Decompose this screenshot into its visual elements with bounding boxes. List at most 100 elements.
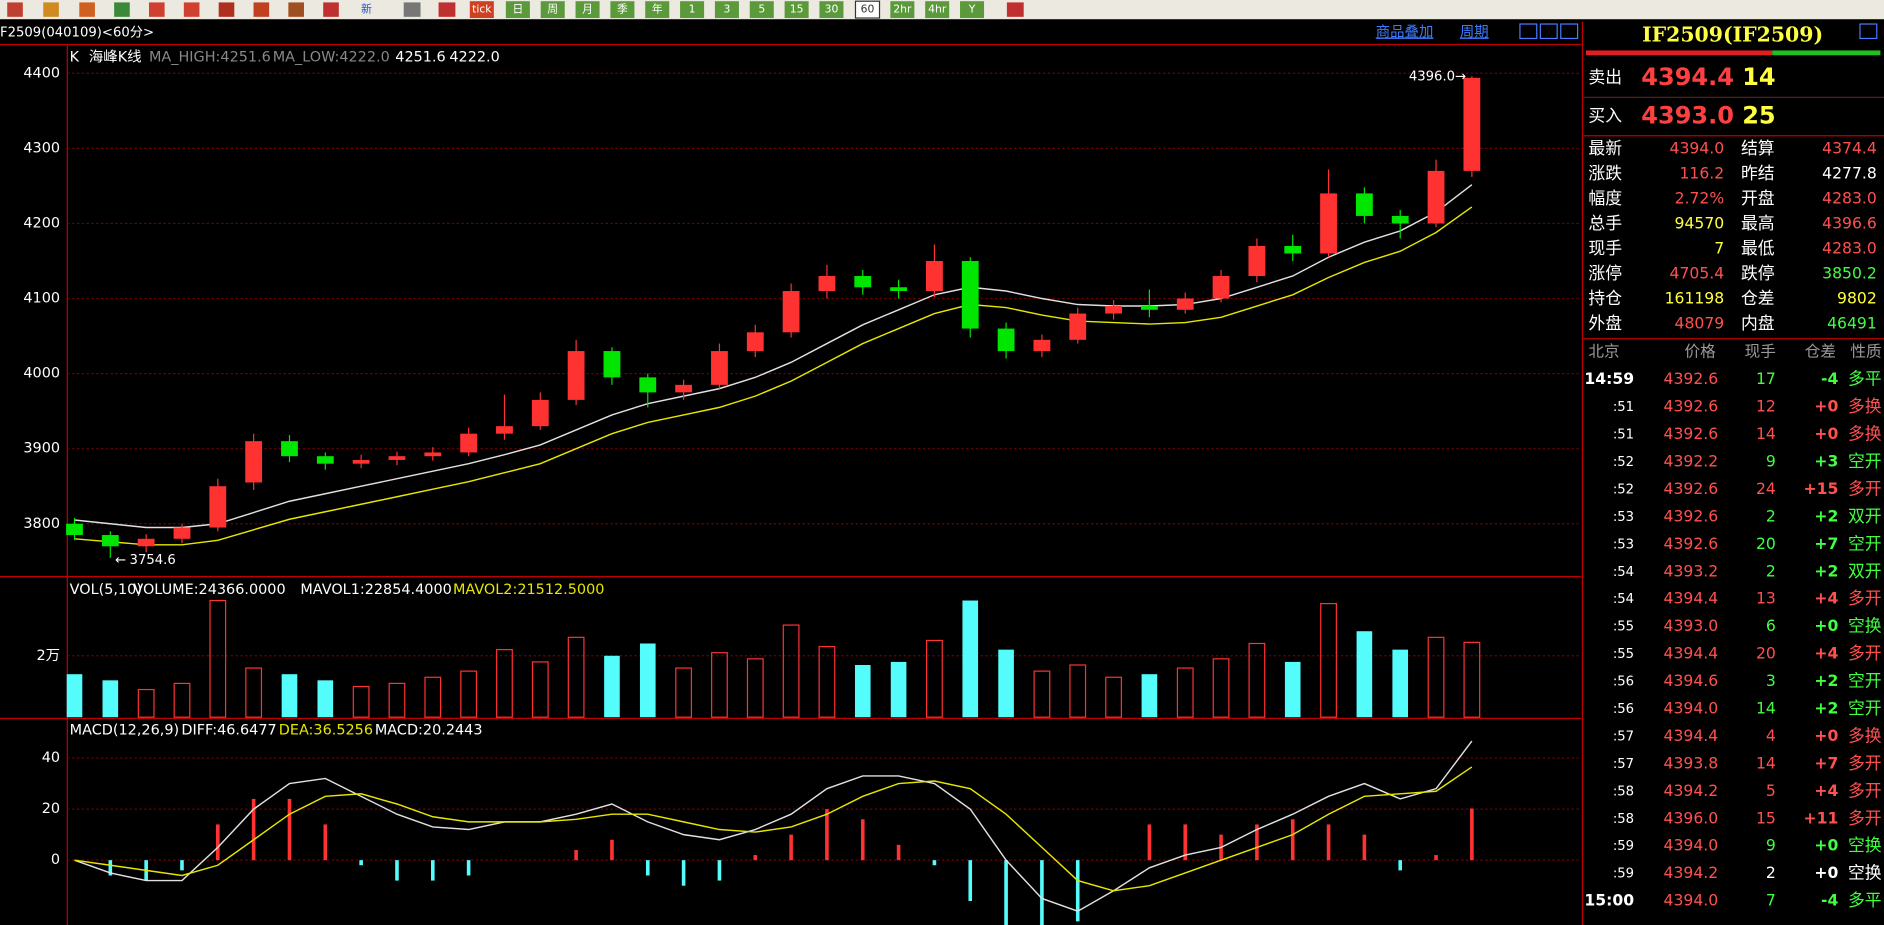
trade-price: 4394.4 xyxy=(1664,590,1719,608)
toolbar-button[interactable] xyxy=(784,1,809,19)
trade-price: 4392.6 xyxy=(1664,480,1719,498)
trade-price: 4394.2 xyxy=(1664,782,1719,800)
stat-value: 4283.0 xyxy=(1822,189,1877,207)
toolbar-button-label[interactable]: 15 xyxy=(790,3,804,16)
toolbar-button[interactable] xyxy=(540,1,565,19)
trade-time: :55 xyxy=(1613,647,1634,662)
stat-value: 4277.8 xyxy=(1822,164,1877,182)
stat-label: 开盘 xyxy=(1741,188,1775,208)
trade-oi: +0 xyxy=(1814,727,1838,745)
trade-time: 15:00 xyxy=(1584,892,1634,910)
overlay-link[interactable]: 商品叠加 xyxy=(1376,23,1434,40)
toolbar-button-label[interactable]: 60 xyxy=(861,3,875,16)
candle-body xyxy=(1284,245,1302,254)
volume-bar xyxy=(711,652,728,718)
toolbar-button[interactable] xyxy=(610,1,635,19)
stat-value: 3850.2 xyxy=(1822,264,1877,282)
candle-body xyxy=(1033,339,1051,352)
trade-time: :56 xyxy=(1613,702,1634,717)
toolbar-button[interactable] xyxy=(469,1,494,19)
trade-type: 空换 xyxy=(1848,616,1882,636)
toolbar-button-label[interactable]: Y xyxy=(968,3,976,16)
volume-bar xyxy=(496,649,513,718)
trade-time: :59 xyxy=(1613,839,1634,854)
toolbar-button[interactable] xyxy=(960,1,985,19)
trade-time: :58 xyxy=(1613,812,1634,827)
toolbar-button[interactable] xyxy=(819,1,844,19)
toolbar-button[interactable] xyxy=(645,1,670,19)
stat-label: 最高 xyxy=(1741,213,1775,233)
trade-oi: +4 xyxy=(1814,590,1838,608)
volume-bar xyxy=(1212,658,1230,718)
trade-price: 4393.0 xyxy=(1664,617,1719,635)
toolbar-button[interactable] xyxy=(714,1,739,19)
volume-bar xyxy=(1105,676,1122,718)
stat-label: 现手 xyxy=(1588,238,1622,258)
toolbar-button[interactable] xyxy=(505,1,530,19)
toolbar-button[interactable] xyxy=(925,1,950,19)
trade-type: 多开 xyxy=(1848,753,1882,773)
volume-bar xyxy=(531,661,549,718)
toolbar-button-label[interactable]: tick xyxy=(472,3,492,16)
volume-bar xyxy=(352,685,370,718)
vol-legend: MAVOL1:22854.4000 xyxy=(300,582,451,598)
candle-body xyxy=(567,351,585,400)
trade-time: :52 xyxy=(1613,455,1634,470)
trade-price: 4392.2 xyxy=(1664,452,1719,470)
quote-qty: 14 xyxy=(1742,63,1775,91)
trade-price: 4393.8 xyxy=(1664,754,1719,772)
toolbar-button-label[interactable]: 30 xyxy=(825,3,839,16)
toolbar-button-label[interactable]: 年 xyxy=(652,2,663,16)
macd-legend: DEA:36.5256 xyxy=(279,722,373,738)
toolbar-button-label[interactable]: 月 xyxy=(582,3,593,16)
volume-bar xyxy=(746,658,764,718)
trade-price: 4394.4 xyxy=(1664,645,1719,663)
trade-time: :53 xyxy=(1613,510,1634,525)
trade-qty: 2 xyxy=(1766,507,1776,525)
trade-oi: +3 xyxy=(1814,452,1838,470)
toolbar-button-label[interactable]: 周 xyxy=(547,3,558,16)
toolbar-button-label[interactable]: 3 xyxy=(723,3,730,16)
volume-bar xyxy=(926,639,943,718)
trade-oi: +2 xyxy=(1814,507,1838,525)
candle-body xyxy=(1105,306,1122,314)
y-tick-label: 4400 xyxy=(23,65,60,81)
period-link[interactable]: 周期 xyxy=(1460,23,1489,40)
toolbar-button-label[interactable]: 1 xyxy=(689,3,696,16)
window-icon[interactable] xyxy=(1859,23,1878,40)
toolbar-button[interactable] xyxy=(854,0,881,19)
toolbar-button-label[interactable]: 季 xyxy=(617,3,628,16)
toolbar-button[interactable] xyxy=(749,1,774,19)
trade-type: 多换 xyxy=(1848,725,1882,745)
trade-time: :58 xyxy=(1613,784,1634,799)
volume-bar xyxy=(424,676,442,718)
toolbar-button-label[interactable]: 4hr xyxy=(928,3,947,16)
trade-oi: +0 xyxy=(1814,837,1838,855)
trade-qty: 2 xyxy=(1766,562,1776,580)
trade-type: 多开 xyxy=(1848,780,1882,800)
period-icons[interactable] xyxy=(1519,23,1579,40)
trade-price: 4394.2 xyxy=(1664,864,1719,882)
volume-bar xyxy=(639,643,656,718)
toolbar-button-label[interactable]: 2hr xyxy=(893,3,912,16)
stat-label: 昨结 xyxy=(1741,163,1775,183)
legend-name: 海峰K线 xyxy=(89,49,142,66)
trade-type: 双开 xyxy=(1848,506,1882,526)
trade-oi: +2 xyxy=(1814,562,1838,580)
toolbar-button[interactable] xyxy=(890,1,915,19)
toolbar-button-label[interactable]: 日 xyxy=(512,3,523,16)
candle-body xyxy=(1391,215,1409,224)
candle-body xyxy=(603,351,621,378)
trade-type: 空换 xyxy=(1848,835,1882,855)
candle-body xyxy=(245,441,263,483)
toolbar-button[interactable] xyxy=(575,1,600,19)
candle-body xyxy=(1069,313,1087,340)
candle-body xyxy=(496,426,513,434)
macd-legend: MACD:20.2443 xyxy=(375,722,483,738)
stat-value: 4374.4 xyxy=(1822,139,1877,157)
trade-time: :57 xyxy=(1613,729,1634,744)
toolbar-button-label[interactable]: 新 xyxy=(361,2,372,16)
toolbar-button[interactable] xyxy=(680,1,705,19)
toolbar-button-label[interactable]: 5 xyxy=(758,3,765,16)
candle-body xyxy=(424,452,442,457)
